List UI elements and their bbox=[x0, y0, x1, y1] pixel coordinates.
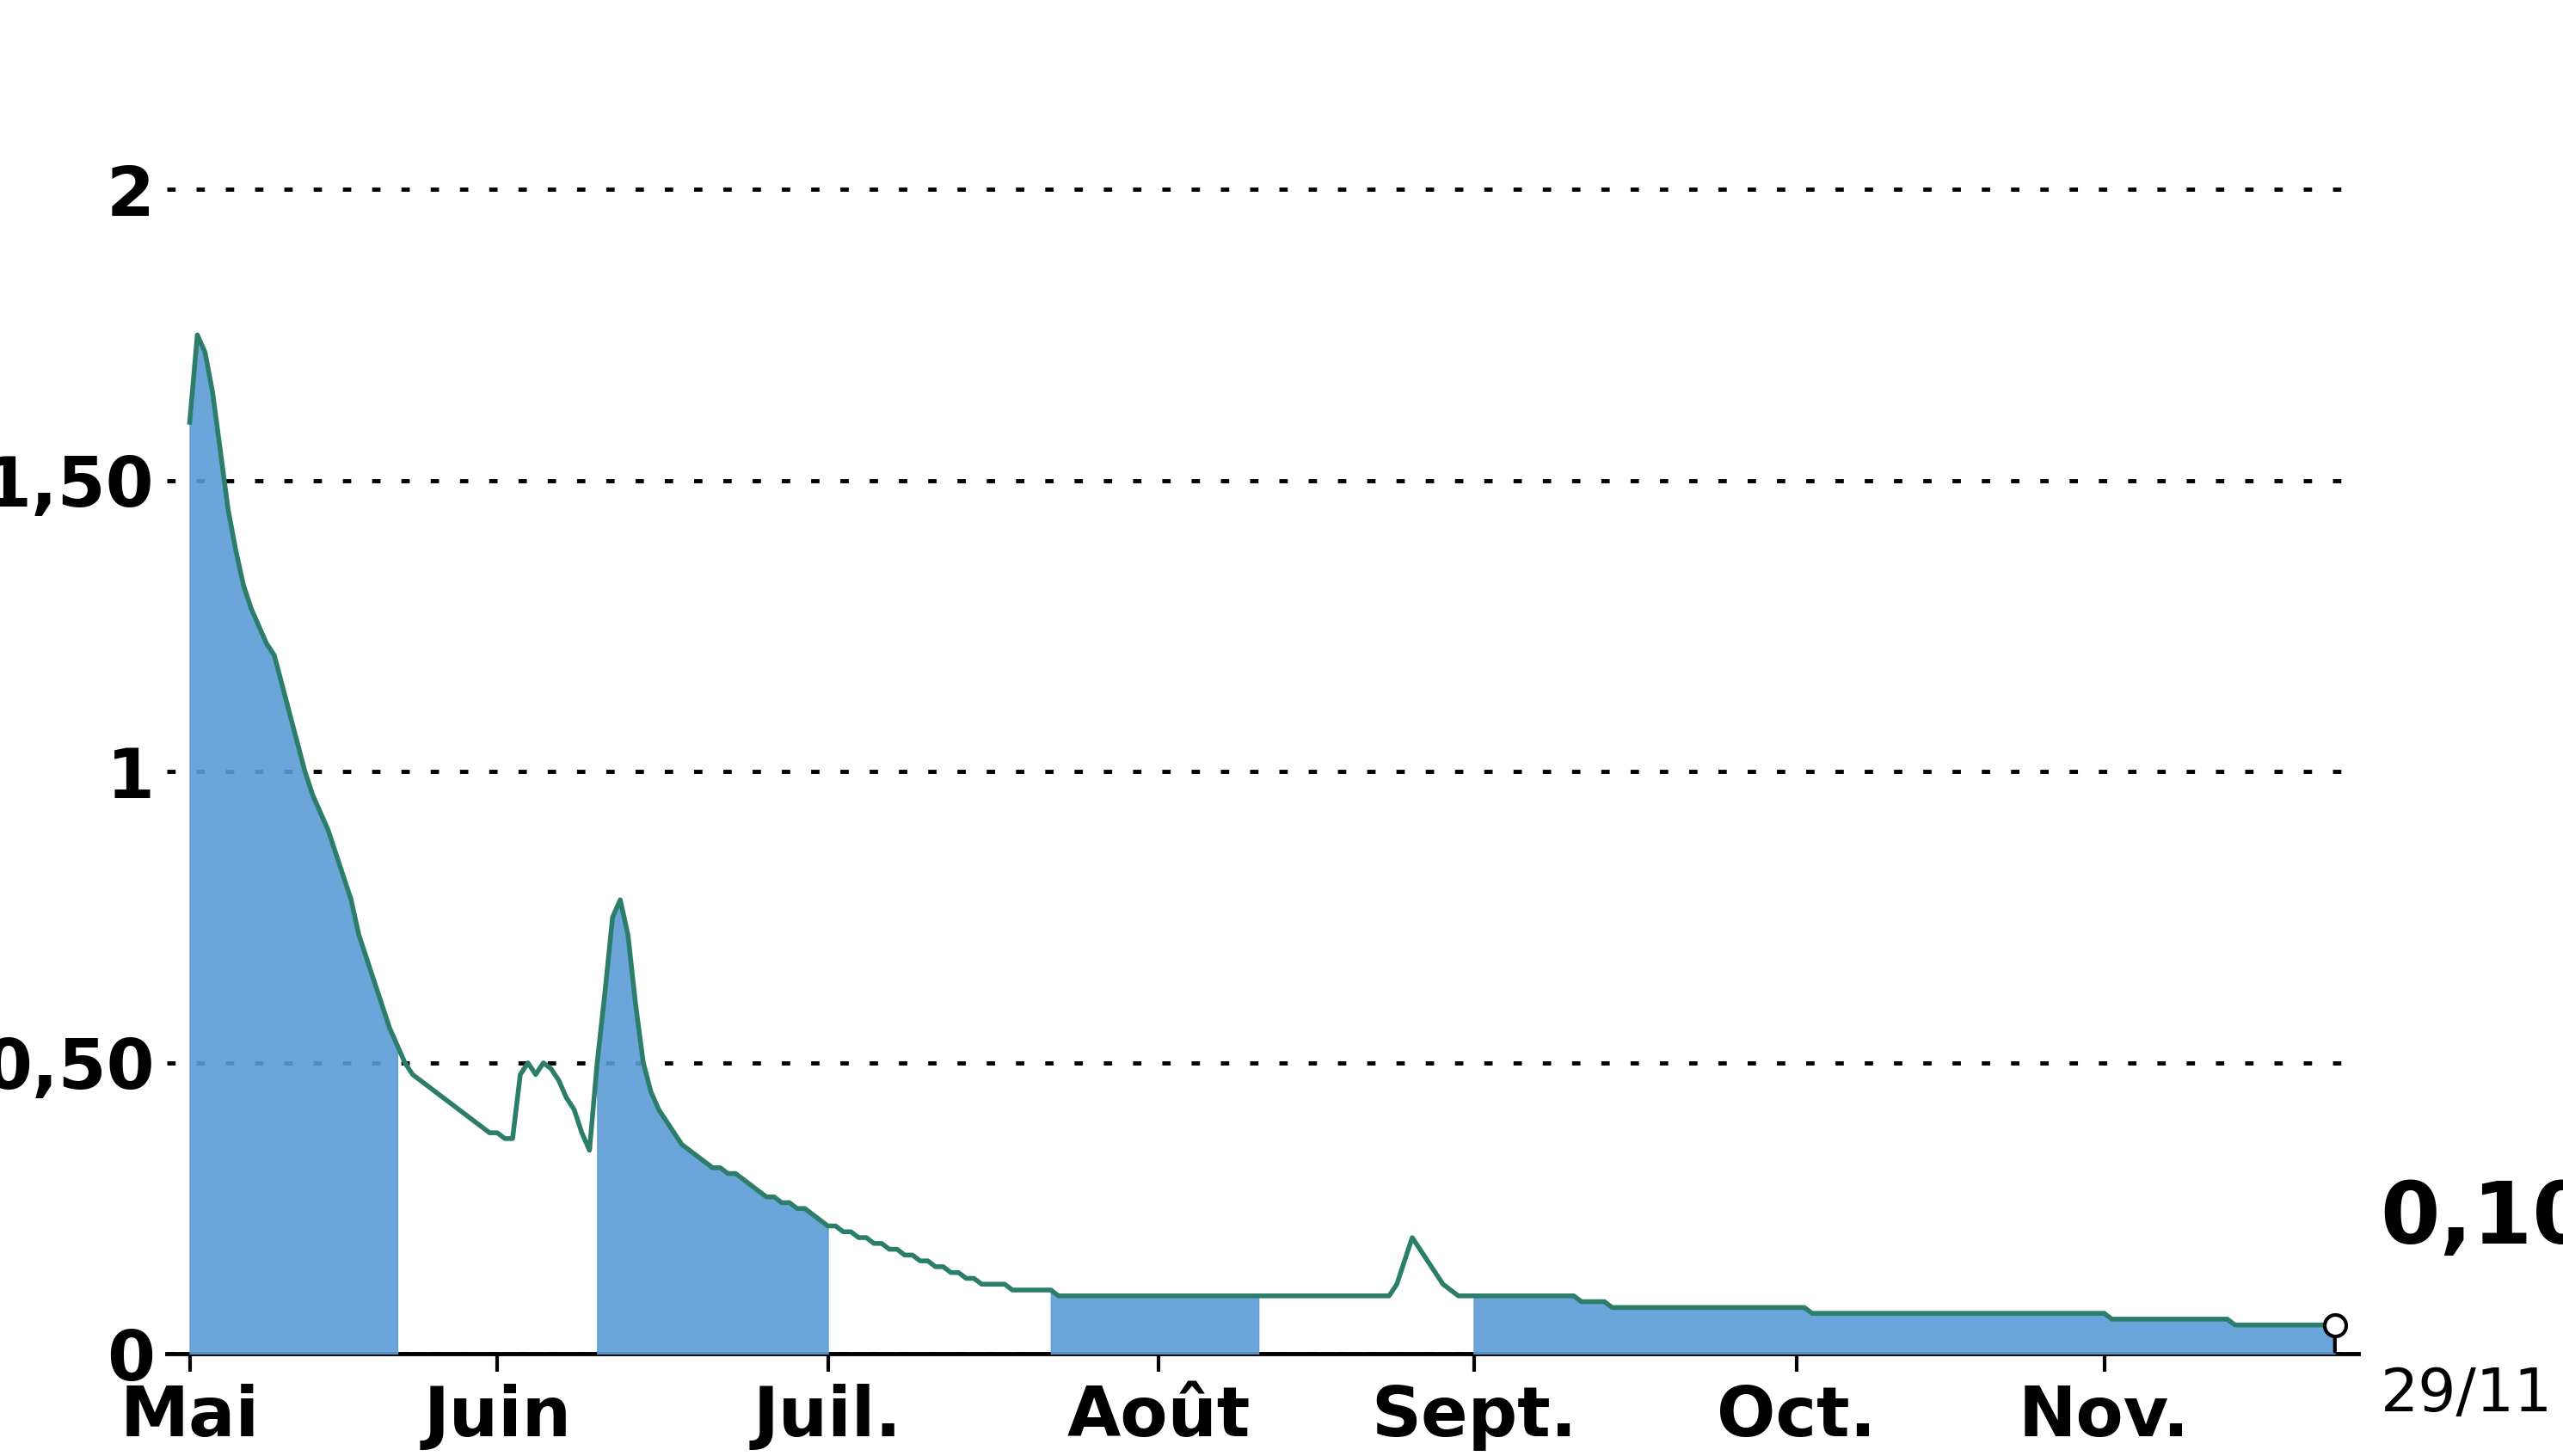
Text: 29/11: 29/11 bbox=[2381, 1366, 2553, 1424]
Text: EUROPLASMA: EUROPLASMA bbox=[818, 7, 1745, 124]
Text: 0,10: 0,10 bbox=[2381, 1178, 2563, 1262]
